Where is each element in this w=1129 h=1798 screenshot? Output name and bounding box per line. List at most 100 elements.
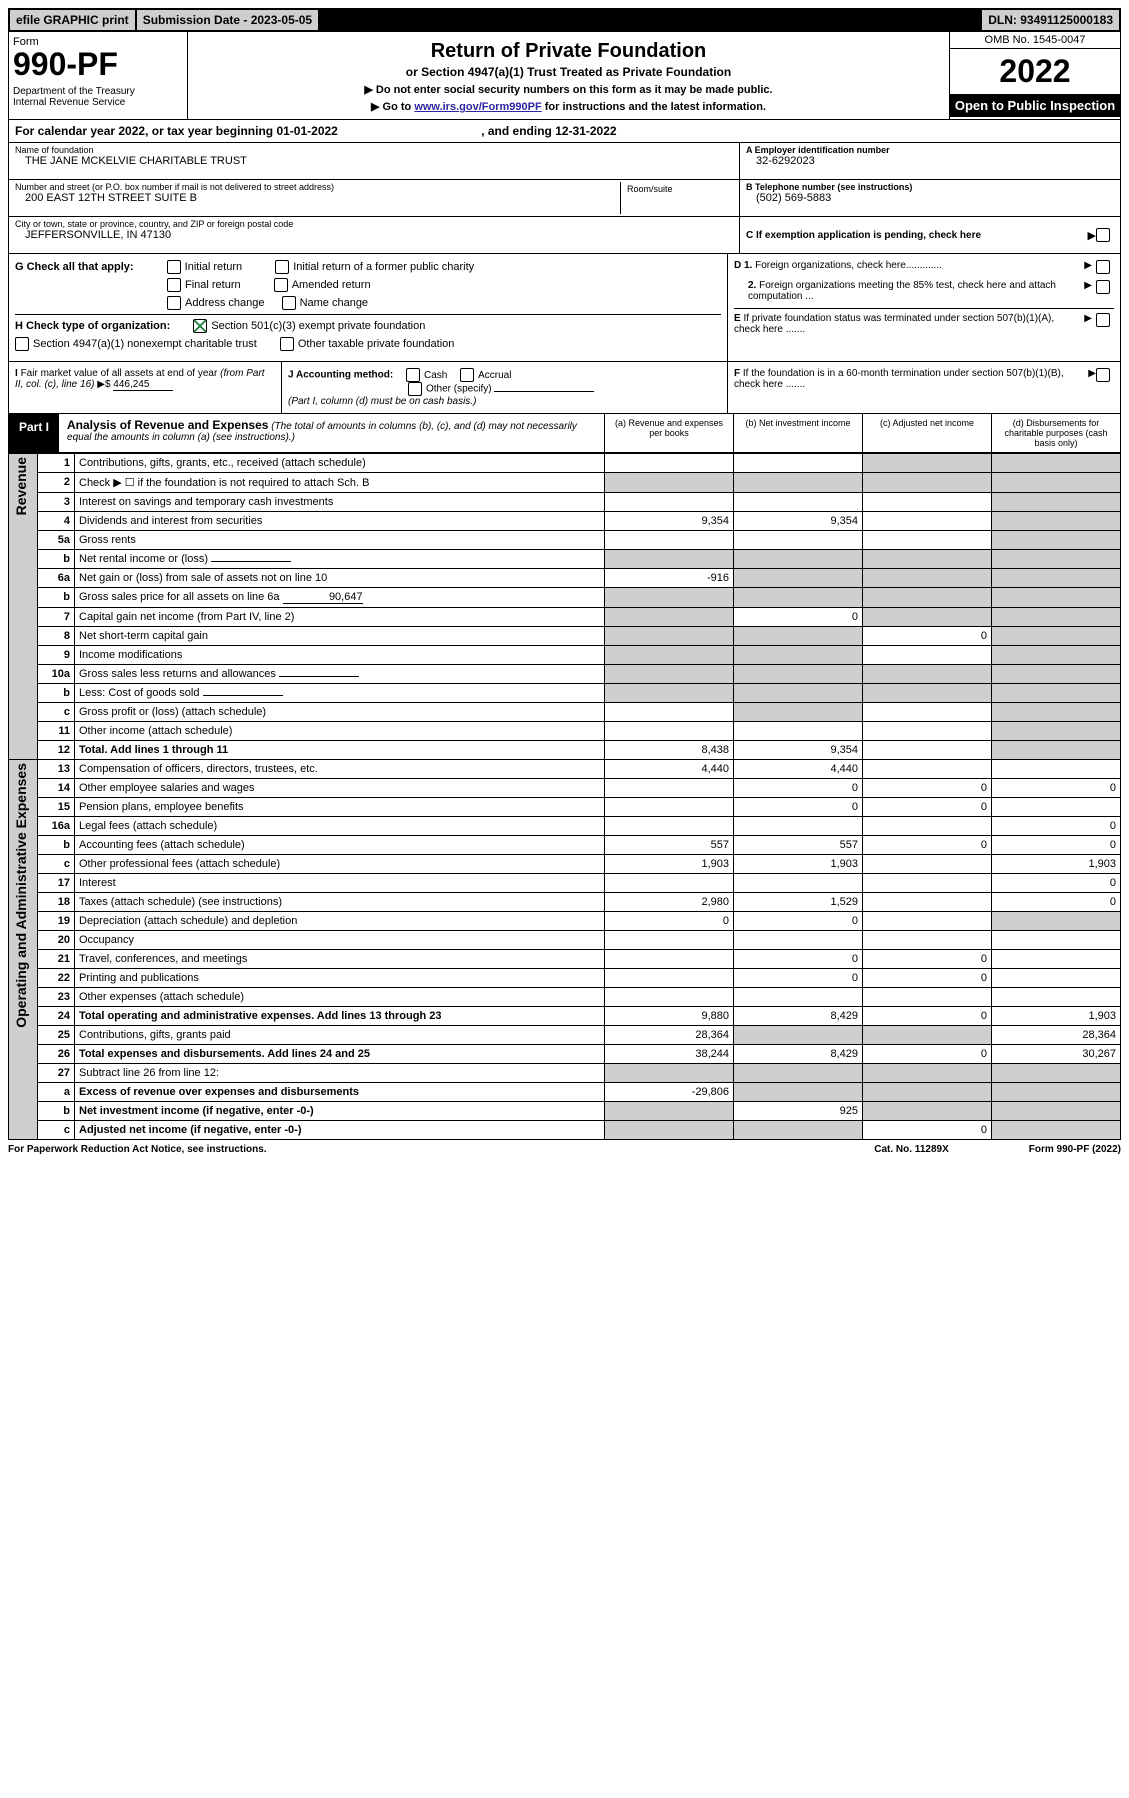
- col-b-value: 9,354: [734, 741, 863, 760]
- initial-return-cb[interactable]: [167, 260, 181, 274]
- form-number: 990-PF: [13, 48, 183, 80]
- col-a-value: [605, 1102, 734, 1121]
- col-c-value: [863, 1026, 992, 1045]
- line-number: 18: [38, 893, 75, 912]
- col-d-value: [992, 931, 1121, 950]
- line-number: 11: [38, 722, 75, 741]
- h-501c3-cb[interactable]: [193, 319, 207, 333]
- irs-link[interactable]: www.irs.gov/Form990PF: [414, 101, 541, 113]
- col-d-value: [992, 969, 1121, 988]
- line-number: c: [38, 703, 75, 722]
- col-b-value: 4,440: [734, 760, 863, 779]
- h-4947-cb[interactable]: [15, 337, 29, 351]
- col-a-value: [605, 588, 734, 608]
- col-c-value: 0: [863, 969, 992, 988]
- col-d-value: 0: [992, 836, 1121, 855]
- line-number: 19: [38, 912, 75, 931]
- col-d-value: 0: [992, 893, 1121, 912]
- col-a-value: 557: [605, 836, 734, 855]
- col-c-value: [863, 722, 992, 741]
- col-a-value: 1,903: [605, 855, 734, 874]
- other-cb[interactable]: [408, 382, 422, 396]
- line-description: Interest on savings and temporary cash i…: [75, 493, 605, 512]
- j-note: (Part I, column (d) must be on cash basi…: [288, 396, 721, 407]
- col-b-value: [734, 684, 863, 703]
- line-description: Other employee salaries and wages: [75, 779, 605, 798]
- line-number: 15: [38, 798, 75, 817]
- amended-cb[interactable]: [274, 278, 288, 292]
- col-d-value: [992, 473, 1121, 493]
- col-b-value: [734, 646, 863, 665]
- line-number: 24: [38, 1007, 75, 1026]
- col-a-value: [605, 950, 734, 969]
- line-description: Printing and publications: [75, 969, 605, 988]
- line-description: Travel, conferences, and meetings: [75, 950, 605, 969]
- col-d-value: [992, 703, 1121, 722]
- col-b-value: [734, 1064, 863, 1083]
- col-b-value: [734, 931, 863, 950]
- col-b-value: 9,354: [734, 512, 863, 531]
- part1-header: Part I Analysis of Revenue and Expenses …: [8, 414, 1121, 453]
- line-description: Net short-term capital gain: [75, 627, 605, 646]
- line-description: Compensation of officers, directors, tru…: [75, 760, 605, 779]
- col-a-value: 0: [605, 912, 734, 931]
- col-d-value: [992, 550, 1121, 569]
- address-change-cb[interactable]: [167, 296, 181, 310]
- col-c-value: 0: [863, 1045, 992, 1064]
- col-d-value: [992, 531, 1121, 550]
- line-description: Taxes (attach schedule) (see instruction…: [75, 893, 605, 912]
- col-a-value: [605, 684, 734, 703]
- col-d-value: [992, 512, 1121, 531]
- line-number: b: [38, 836, 75, 855]
- col-d-value: 1,903: [992, 855, 1121, 874]
- h-other-cb[interactable]: [280, 337, 294, 351]
- cash-cb[interactable]: [406, 368, 420, 382]
- c-checkbox[interactable]: [1096, 228, 1110, 242]
- col-b-value: 1,529: [734, 893, 863, 912]
- col-b-value: [734, 550, 863, 569]
- instr-2: ▶ Go to www.irs.gov/Form990PF for instru…: [194, 100, 943, 113]
- d1-cb[interactable]: [1096, 260, 1110, 274]
- col-c-value: [863, 760, 992, 779]
- name-change-cb[interactable]: [282, 296, 296, 310]
- col-a-value: -916: [605, 569, 734, 588]
- line-description: Net rental income or (loss): [75, 550, 605, 569]
- ein-label: A Employer identification number: [746, 145, 1114, 155]
- line-description: Pension plans, employee benefits: [75, 798, 605, 817]
- accrual-cb[interactable]: [460, 368, 474, 382]
- col-a-value: [605, 473, 734, 493]
- col-a-value: [605, 627, 734, 646]
- line-number: 7: [38, 608, 75, 627]
- col-b-value: 0: [734, 950, 863, 969]
- e-cb[interactable]: [1096, 313, 1110, 327]
- line-description: Dividends and interest from securities: [75, 512, 605, 531]
- line-number: 2: [38, 473, 75, 493]
- line-number: 17: [38, 874, 75, 893]
- j-label: J Accounting method:: [288, 370, 393, 381]
- final-return-cb[interactable]: [167, 278, 181, 292]
- line-description: Adjusted net income (if negative, enter …: [75, 1121, 605, 1140]
- footer: For Paperwork Reduction Act Notice, see …: [8, 1140, 1121, 1155]
- telephone: (502) 569-5883: [746, 192, 1114, 204]
- col-a-value: 2,980: [605, 893, 734, 912]
- f-cb[interactable]: [1096, 368, 1110, 382]
- col-c-value: [863, 1102, 992, 1121]
- tel-label: B Telephone number (see instructions): [746, 182, 1114, 192]
- line-description: Accounting fees (attach schedule): [75, 836, 605, 855]
- col-b-value: [734, 588, 863, 608]
- col-b-value: 0: [734, 969, 863, 988]
- line-description: Income modifications: [75, 646, 605, 665]
- city-label: City or town, state or province, country…: [15, 219, 733, 229]
- col-c-value: [863, 741, 992, 760]
- line-description: Gross profit or (loss) (attach schedule): [75, 703, 605, 722]
- col-a-value: [605, 703, 734, 722]
- col-c-value: [863, 703, 992, 722]
- d2-cb[interactable]: [1096, 280, 1110, 294]
- h-label: H Check type of organization:: [15, 320, 170, 332]
- initial-former-cb[interactable]: [275, 260, 289, 274]
- col-d-value: [992, 912, 1121, 931]
- line-number: 16a: [38, 817, 75, 836]
- col-a-value: 9,880: [605, 1007, 734, 1026]
- col-c-value: [863, 665, 992, 684]
- col-d-value: [992, 1121, 1121, 1140]
